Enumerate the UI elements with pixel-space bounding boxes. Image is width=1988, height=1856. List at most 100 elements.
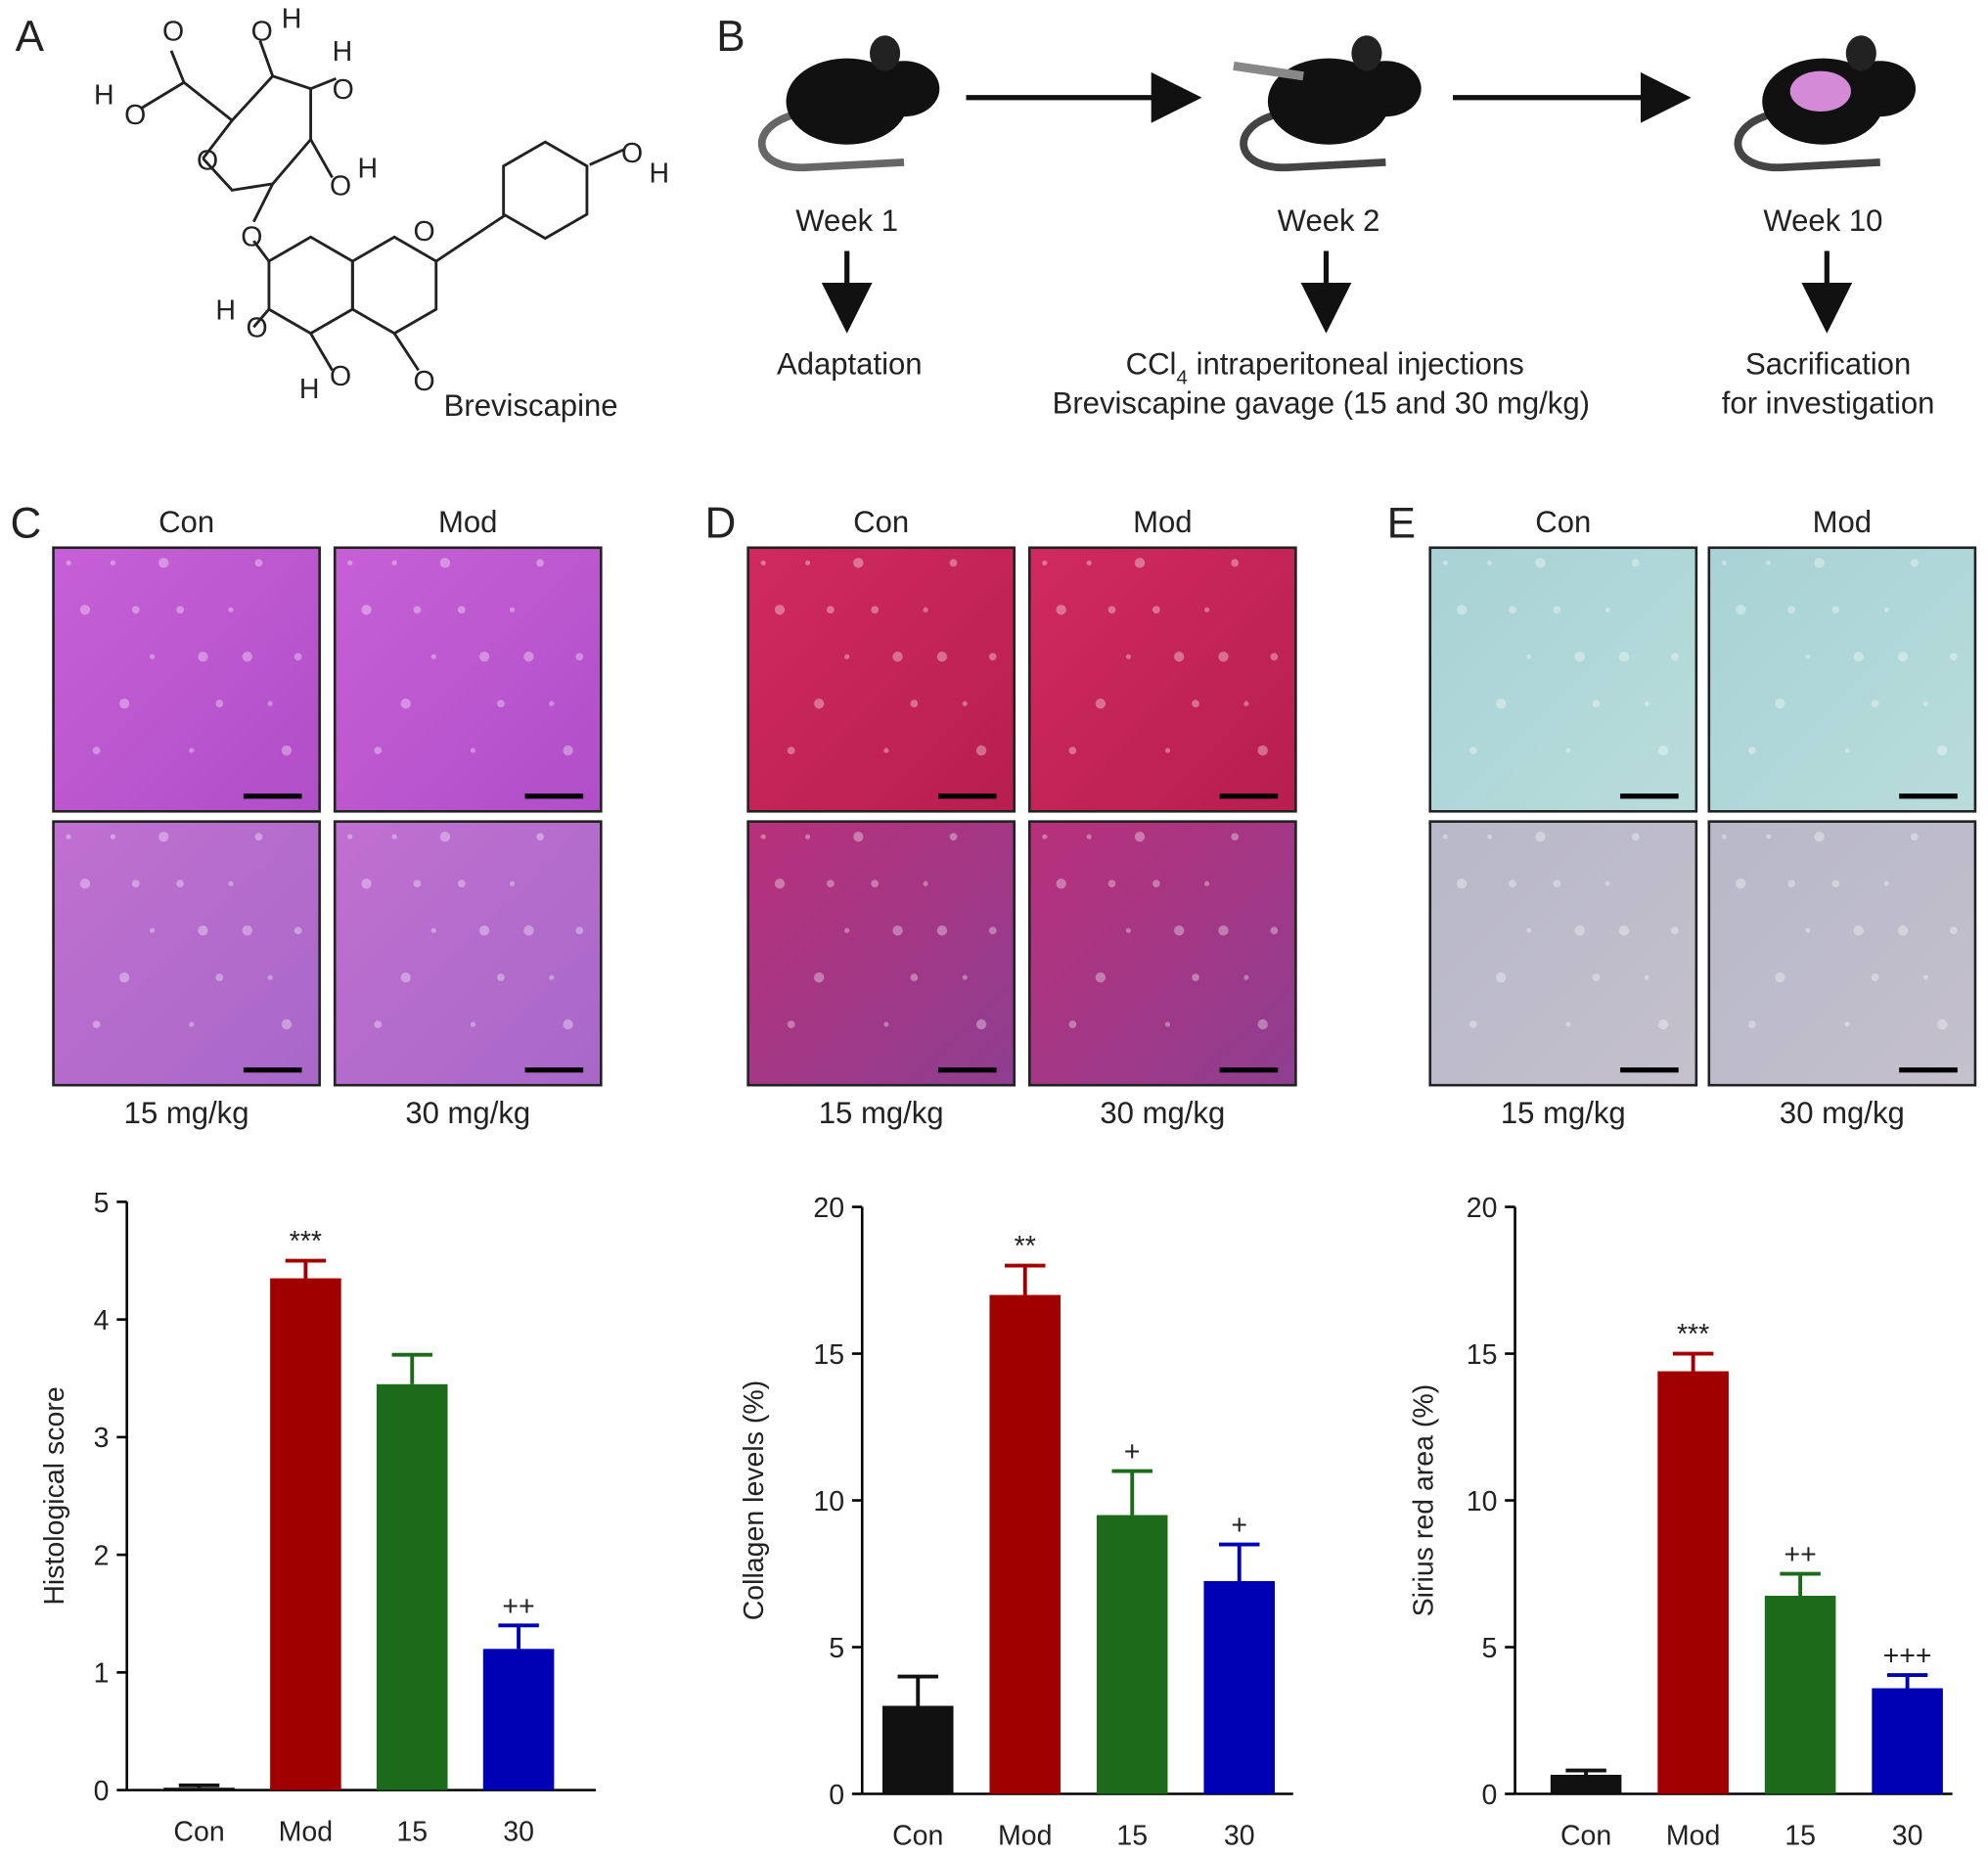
tissue-speck xyxy=(1775,698,1785,709)
week: Week 2 xyxy=(1278,204,1380,238)
y-axis-label: Collagen levels (%) xyxy=(739,1381,770,1621)
error-bar xyxy=(498,1623,539,1650)
panel-label: B xyxy=(716,13,745,61)
tissue-speck xyxy=(66,560,71,566)
mouse xyxy=(1233,35,1422,171)
tissue-speck xyxy=(150,928,156,933)
tissue-speck xyxy=(413,880,422,888)
x-tick-label: Mod xyxy=(279,1816,333,1847)
mouse xyxy=(757,35,940,171)
bond xyxy=(141,81,185,110)
tissue-speck xyxy=(1883,881,1889,886)
error-bar xyxy=(1111,1469,1152,1516)
tissue-speck xyxy=(787,747,795,754)
tissue-speck xyxy=(1056,878,1066,889)
bond xyxy=(252,308,270,329)
atom-label: H xyxy=(358,153,379,184)
tissue-speck xyxy=(1270,653,1279,661)
tissue-speck xyxy=(457,606,466,614)
tissue-speck xyxy=(1173,925,1185,936)
error-bar xyxy=(897,1674,938,1706)
tissue-speck xyxy=(1721,834,1727,839)
y-tick-label: 15 xyxy=(1467,1339,1498,1371)
error-bar xyxy=(1886,1673,1928,1689)
mouse xyxy=(1734,35,1917,171)
group-label: Con xyxy=(853,505,909,539)
tissue-speck xyxy=(242,652,252,662)
tissue-speck xyxy=(1670,927,1679,934)
atom-label: H xyxy=(215,295,236,327)
tissue-speck xyxy=(1937,1019,1948,1030)
tissue-speck xyxy=(760,834,766,839)
tissue-speck xyxy=(1468,1020,1477,1028)
group-label: Con xyxy=(158,505,214,539)
bond xyxy=(310,77,338,91)
tissue-speck xyxy=(1257,745,1268,756)
group-label: Mod xyxy=(438,505,497,539)
significance: + xyxy=(1124,1436,1141,1468)
panel-label: E xyxy=(1387,499,1416,547)
mouse-ear xyxy=(1351,35,1382,71)
tissue-speck xyxy=(871,606,880,614)
tissue-speck xyxy=(536,559,545,567)
micrograph xyxy=(1027,820,1297,1087)
tissue-speck xyxy=(1218,925,1229,936)
tissue-speck xyxy=(1897,652,1909,662)
subscript: 4 xyxy=(1176,367,1188,389)
tissue-speck xyxy=(497,700,505,708)
atom-label: O xyxy=(621,138,643,169)
mice xyxy=(757,35,1917,171)
tissue-speck xyxy=(1456,605,1468,615)
tissue-speck xyxy=(1922,974,1928,980)
tissue-speck xyxy=(1950,653,1958,661)
tissue-speck xyxy=(1509,606,1516,614)
tissue-speck xyxy=(575,927,584,934)
bar xyxy=(1657,1371,1729,1794)
tissue-speck xyxy=(1910,559,1919,567)
tissue-speck xyxy=(118,972,130,983)
atom-label: O xyxy=(246,313,267,344)
tissue-speck xyxy=(1787,606,1795,614)
tissue-speck xyxy=(1204,881,1210,886)
tissue-speck xyxy=(470,1021,476,1027)
tissue-speck xyxy=(883,1021,889,1027)
tissue-speck xyxy=(510,607,516,612)
tissue-speck xyxy=(1565,1021,1571,1027)
tissue-speck xyxy=(826,606,835,614)
tissue-speck xyxy=(198,652,208,662)
tissue-speck xyxy=(892,925,903,936)
micrograph xyxy=(1428,546,1698,813)
tissue-speck xyxy=(549,701,555,706)
tissue-speck xyxy=(1173,652,1185,662)
panel-label: D xyxy=(705,499,737,547)
histology: C Con 15 mg/kg Mod 30 mg/kg D Con 15 mg/kg Mod 30… xyxy=(10,499,1977,1130)
tissue-speck xyxy=(826,880,835,888)
bond xyxy=(435,214,506,263)
tissue-speck xyxy=(131,606,140,614)
y-axis-label: Sirius red area (%) xyxy=(1408,1384,1439,1617)
bond xyxy=(351,235,438,336)
tissue-speck xyxy=(430,928,436,933)
tissue-speck xyxy=(910,973,919,981)
tissue-speck xyxy=(1618,925,1630,936)
tissue-speck xyxy=(79,878,91,889)
bond xyxy=(392,333,420,372)
mouse-head xyxy=(1844,61,1917,117)
tissue-speck xyxy=(536,833,545,841)
tissue-speck xyxy=(523,652,534,662)
bond xyxy=(267,235,354,336)
significance: ** xyxy=(1015,1231,1036,1262)
bar xyxy=(1550,1775,1622,1794)
x-tick-label: Con xyxy=(173,1816,224,1847)
tissue-speck xyxy=(497,973,505,981)
atom-label: O xyxy=(162,16,184,47)
tissue-speck xyxy=(254,833,263,841)
tissue-speck xyxy=(1922,701,1928,706)
tissue-speck xyxy=(189,747,195,753)
error-bar xyxy=(391,1352,432,1384)
y-tick-label: 0 xyxy=(94,1776,110,1807)
tissue-speck xyxy=(1871,700,1879,708)
y-tick-label: 0 xyxy=(829,1780,844,1811)
tissue-speck xyxy=(374,747,383,754)
